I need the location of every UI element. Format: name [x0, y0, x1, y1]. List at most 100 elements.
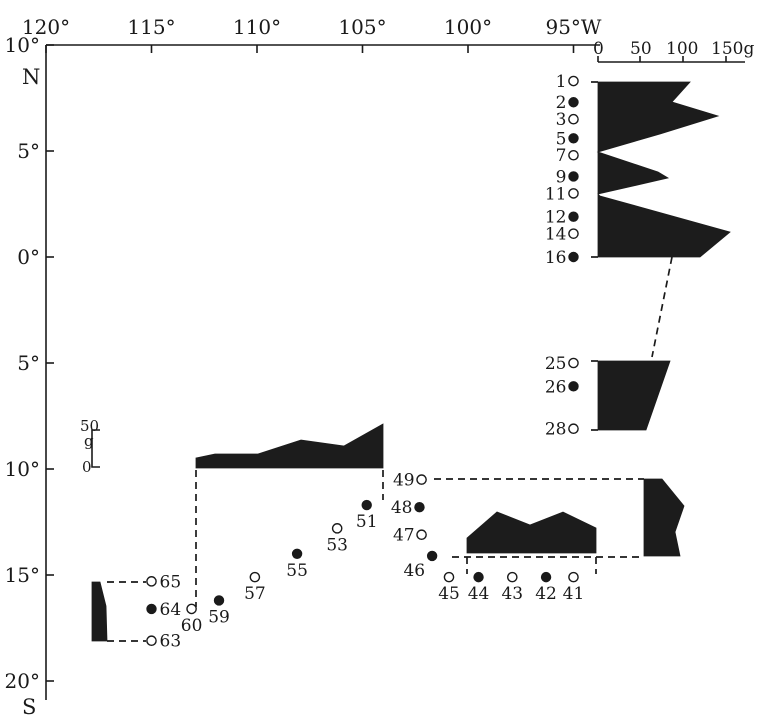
station-41: 41 — [563, 571, 585, 604]
station-marker-filled — [414, 501, 425, 513]
station-label: 2 — [556, 93, 567, 113]
station-60: 60 — [181, 603, 203, 636]
station-46: 46 — [403, 550, 438, 581]
station-49: 49 — [393, 471, 427, 491]
station-1: 1 — [556, 72, 579, 92]
station-marker-filled — [361, 499, 372, 511]
station-5: 5 — [556, 129, 579, 149]
station-marker-filled — [473, 571, 484, 583]
station-marker-open — [568, 228, 579, 239]
station-57: 57 — [244, 571, 266, 604]
station-65: 65 — [146, 572, 181, 592]
biomass-scale-label: 150g — [711, 39, 754, 59]
longitude-tick-label: 95°W — [545, 15, 601, 39]
station-marker-filled — [146, 603, 157, 615]
small-scale-unit-label: g — [84, 432, 94, 450]
station-label: 57 — [244, 584, 266, 604]
station-marker-open — [568, 188, 579, 199]
station-marker-open — [568, 571, 579, 583]
station-marker-filled — [568, 133, 579, 144]
station-marker-filled — [568, 381, 579, 392]
station-label: 48 — [391, 498, 413, 518]
latitude-tick-label: 20° — [5, 669, 40, 693]
station-53: 53 — [326, 523, 348, 555]
longitude-ticks: 120° 115° 110° 105° 100° 95°W — [22, 15, 602, 53]
station-28: 28 — [545, 420, 579, 440]
station-marker-filled — [426, 550, 438, 562]
biomass-profile-north — [596, 81, 731, 258]
station-marker-open — [146, 635, 157, 647]
station-label: 51 — [356, 512, 378, 532]
station-64: 64 — [146, 600, 182, 620]
station-2: 2 — [556, 93, 579, 113]
biomass-scale-label: 100 — [666, 39, 698, 59]
station-marker-open — [416, 474, 427, 485]
biomass-profile-transect-51-60 — [195, 423, 384, 469]
station-label: 16 — [545, 248, 567, 268]
station-marker-filled — [568, 251, 579, 263]
station-label: 47 — [393, 526, 415, 546]
longitude-tick-label: 120° — [22, 15, 70, 39]
station-11: 11 — [545, 184, 579, 204]
latitude-tick-label: 5° — [17, 139, 40, 163]
station-marker-open — [568, 357, 579, 369]
latitude-ticks: 10° 5° 0° 5° 10° 15° 20° — [5, 33, 54, 693]
small-biomass-scale: 50 g 0 — [80, 417, 100, 476]
station-label: 25 — [545, 354, 567, 374]
station-marker-filled — [213, 595, 225, 606]
station-marker-open — [568, 113, 579, 125]
latitude-tick-label: 10° — [5, 457, 40, 481]
station-44: 44 — [468, 571, 490, 604]
station-label: 46 — [403, 561, 425, 581]
station-label: 9 — [556, 167, 567, 187]
station-45: 45 — [438, 571, 460, 604]
station-marker-open — [146, 576, 157, 587]
north-label: N — [22, 65, 40, 89]
station-42: 42 — [535, 571, 557, 604]
station-label: 42 — [535, 584, 557, 604]
station-label: 64 — [160, 600, 182, 620]
latitude-tick-label: 15° — [5, 563, 40, 587]
station-label: 43 — [501, 584, 523, 604]
station-51: 51 — [356, 499, 378, 532]
station-47: 47 — [393, 526, 427, 546]
station-marker-open — [331, 523, 343, 534]
station-label: 41 — [563, 584, 585, 604]
station-marker-open — [186, 603, 197, 615]
station-48: 48 — [391, 498, 425, 518]
longitude-tick-label: 110° — [233, 15, 281, 39]
station-12: 12 — [545, 208, 579, 228]
station-3: 3 — [556, 110, 579, 130]
small-scale-bottom-label: 0 — [82, 458, 92, 476]
small-scale-bracket — [91, 429, 100, 468]
biomass-profile-transect-41-46 — [466, 511, 597, 554]
longitude-tick-label: 115° — [127, 15, 175, 39]
latitude-tick-label: 10° — [5, 33, 40, 57]
station-label: 11 — [545, 184, 567, 204]
small-scale-top-label: 50 — [80, 417, 99, 435]
connector-line — [651, 256, 673, 358]
station-marker-open — [568, 149, 579, 161]
station-marker-filled — [540, 571, 552, 583]
station-label: 44 — [468, 584, 490, 604]
station-label: 28 — [545, 420, 567, 440]
south-label: S — [22, 695, 36, 716]
station-26: 26 — [545, 377, 579, 397]
station-label: 5 — [556, 129, 567, 149]
station-label: 60 — [181, 616, 203, 636]
station-9: 9 — [556, 167, 579, 187]
station-marker-filled — [568, 211, 579, 222]
biomass-profile-transect-47-49 — [643, 478, 685, 557]
station-label: 63 — [160, 632, 182, 652]
biomass-profile-transect-63-65 — [91, 581, 108, 642]
station-label: 26 — [545, 377, 567, 397]
station-marker-open — [443, 571, 455, 583]
latitude-tick-label: 5° — [17, 351, 40, 375]
station-label: 53 — [326, 535, 348, 555]
station-marker-open — [568, 423, 579, 435]
station-marker-filled — [291, 548, 303, 560]
station-label: 49 — [393, 471, 415, 491]
station-marker-open — [416, 529, 427, 541]
station-marker-filled — [568, 97, 579, 108]
